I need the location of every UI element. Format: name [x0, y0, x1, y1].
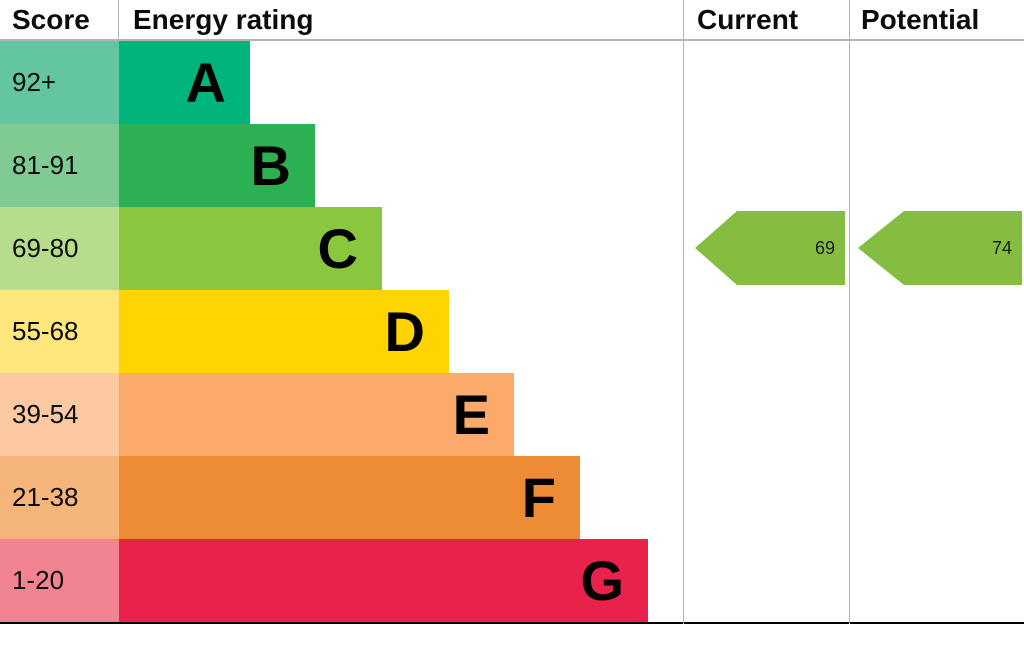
header-score: Score	[0, 0, 119, 39]
rating-letter-e: E	[452, 382, 490, 446]
score-range-a: 92+	[0, 41, 119, 124]
rating-letter-c: C	[317, 216, 358, 280]
header-energy-rating: Energy rating	[133, 4, 314, 35]
band-row-f: 21-38 F	[0, 456, 1024, 539]
score-range-d: 55-68	[0, 290, 119, 373]
band-row-e: 39-54 E	[0, 373, 1024, 456]
score-range-g: 1-20	[0, 539, 119, 622]
rating-bar-d: D	[119, 290, 449, 373]
score-range-e: 39-54	[0, 373, 119, 456]
band-row-c: 69-80 C	[0, 207, 1024, 290]
score-range-b: 81-91	[0, 124, 119, 207]
rating-letter-f: F	[521, 465, 556, 529]
rating-bar-e: E	[119, 373, 514, 456]
header-row: Score Energy rating Current Potential	[0, 0, 1024, 41]
rating-bar-b: B	[119, 124, 315, 207]
rating-letter-g: G	[580, 548, 624, 612]
rating-letter-a: A	[185, 50, 226, 114]
score-range-c: 69-80	[0, 207, 119, 290]
band-row-a: 92+ A	[0, 41, 1024, 124]
rating-bar-c: C	[119, 207, 382, 290]
current-rating-value: 69	[814, 237, 835, 258]
rating-bar-a: A	[119, 41, 250, 124]
potential-rating-value: 74	[991, 237, 1012, 258]
rating-bar-f: F	[119, 456, 580, 539]
header-current: Current	[697, 4, 799, 35]
band-row-g: 1-20 G	[0, 539, 1024, 622]
rating-letter-d: D	[384, 299, 425, 363]
current-column-separator	[683, 0, 684, 624]
score-range-f: 21-38	[0, 456, 119, 539]
header-potential: Potential	[861, 4, 980, 35]
band-row-d: 55-68 D	[0, 290, 1024, 373]
rating-letter-b: B	[250, 133, 291, 197]
potential-column-separator	[849, 0, 850, 624]
rating-bar-g: G	[119, 539, 648, 622]
band-row-b: 81-91 B	[0, 124, 1024, 207]
rating-bands: 92+ A 81-91 B 69-80 C 55-68 D 39-54	[0, 41, 1024, 624]
